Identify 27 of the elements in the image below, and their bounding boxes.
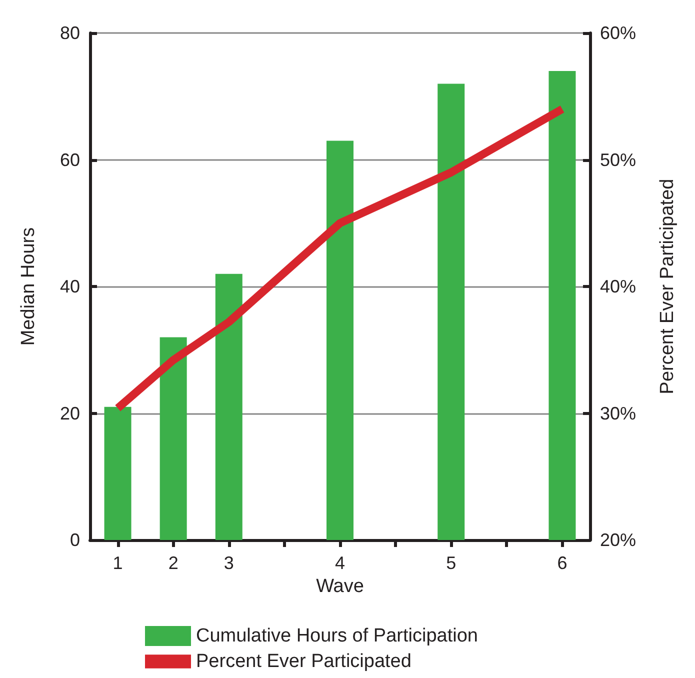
y-tick-label: 80 [60, 23, 80, 43]
bar [104, 406, 132, 540]
x-tick-label: 3 [224, 553, 234, 573]
x-tick-label: 2 [168, 553, 178, 573]
x-tick-label: 5 [446, 553, 456, 573]
y2-tick-label: 40% [600, 276, 636, 296]
bar [215, 274, 242, 540]
y-tick-label: 0 [70, 530, 80, 550]
bar [548, 71, 576, 540]
y-tick-label: 20 [60, 403, 80, 424]
y-tick-label: 40 [60, 276, 80, 296]
y2-axis-title: Percent Ever Participated [657, 178, 678, 394]
y-tick-label: 60 [60, 150, 80, 170]
bar [160, 337, 187, 540]
x-axis-title: Wave [316, 576, 364, 597]
y2-tick-label: 30% [600, 403, 636, 424]
x-tick-label: 4 [334, 553, 346, 573]
x-tick-label: 1 [112, 553, 123, 573]
bar [326, 140, 354, 540]
y2-tick-label: 50% [600, 150, 636, 170]
legend-label: Cumulative Hours of Participation [196, 626, 478, 646]
y2-tick-label: 60% [600, 23, 636, 43]
legend-label: Percent Ever Participated [196, 651, 412, 672]
bar [438, 84, 465, 540]
y-axis-title: Median Hours [18, 227, 39, 346]
y2-tick-label: 20% [600, 530, 636, 550]
x-tick-label: 6 [557, 553, 568, 573]
